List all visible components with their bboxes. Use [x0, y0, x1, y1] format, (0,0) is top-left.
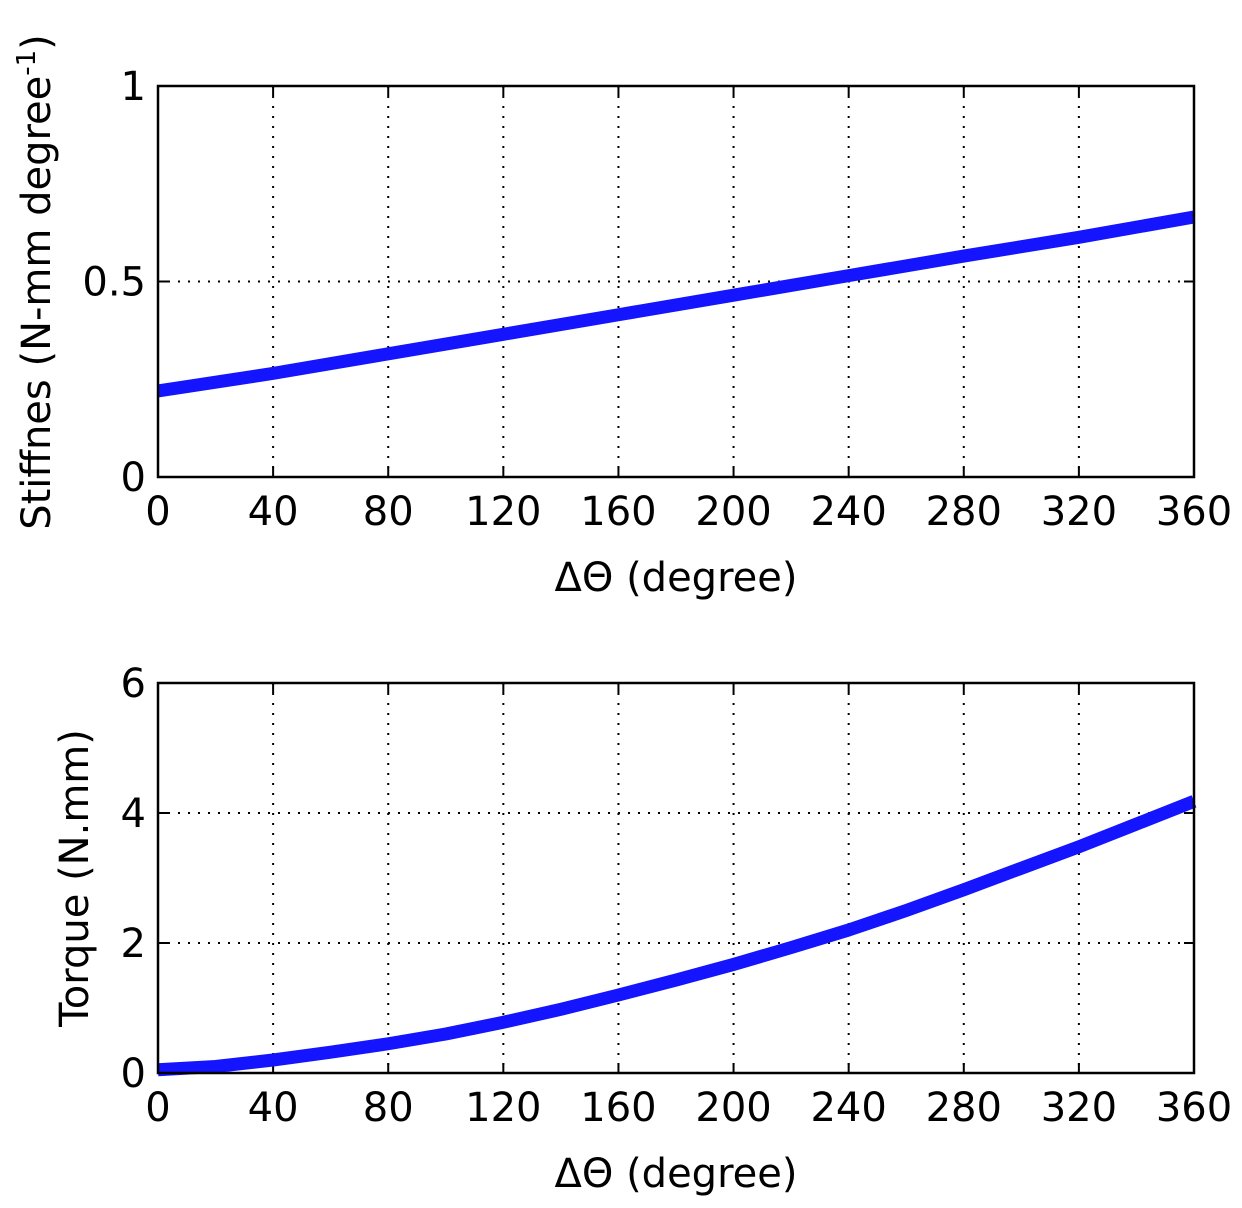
stiffness-chart: 0 40 80 120 160 200 240 280 320 360 0 0.5 1 ΔΘ (degre…	[12, 34, 1232, 601]
x-tick-label: 240	[810, 1085, 886, 1131]
x-tick-label: 80	[363, 489, 414, 535]
series-line	[157, 795, 1197, 1077]
x-tick-label: 40	[248, 1085, 299, 1131]
x-tick-label: 360	[1156, 489, 1232, 535]
x-tick-label: 40	[248, 489, 299, 535]
x-tick-label: 120	[465, 1085, 541, 1131]
x-tick-label: 120	[465, 489, 541, 535]
x-tick-label: 200	[695, 1085, 771, 1131]
x-tick-label: 360	[1156, 1085, 1232, 1131]
x-tick-label: 0	[145, 489, 170, 535]
series-line	[157, 210, 1196, 398]
y-tick-label: 2	[121, 921, 146, 967]
x-tick-label: 320	[1041, 489, 1117, 535]
x-tick-label: 280	[926, 489, 1002, 535]
axes-box	[156, 681, 1196, 1075]
x-tick-label: 200	[695, 489, 771, 535]
x-axis-label: ΔΘ (degree)	[555, 555, 798, 601]
x-tick-label: 240	[810, 489, 886, 535]
y-tick-label: 1	[121, 64, 146, 110]
torque-chart: 0 40 80 120 160 200 240 280 320 360 0 2 4 6 ΔΘ (degree…	[52, 661, 1232, 1197]
y-tick-label: 0	[121, 455, 146, 501]
y-tick-label: 0.5	[82, 260, 146, 306]
x-tick-label: 160	[580, 1085, 656, 1131]
x-tick-label: 0	[145, 1085, 170, 1131]
x-tick-label: 280	[926, 1085, 1002, 1131]
x-axis-label: ΔΘ (degree)	[555, 1151, 798, 1197]
x-tick-label: 160	[580, 489, 656, 535]
y-tick-label: 0	[121, 1051, 146, 1097]
y-axis-label: Torque (N.mm)	[52, 729, 98, 1028]
x-tick-label: 80	[363, 1085, 414, 1131]
y-tick-label: 6	[121, 661, 146, 707]
y-axis-label: Stiffnes (N-mm degree-1)	[12, 34, 60, 530]
y-tick-label: 4	[121, 791, 146, 837]
x-tick-label: 320	[1041, 1085, 1117, 1131]
axes-box	[156, 84, 1196, 479]
